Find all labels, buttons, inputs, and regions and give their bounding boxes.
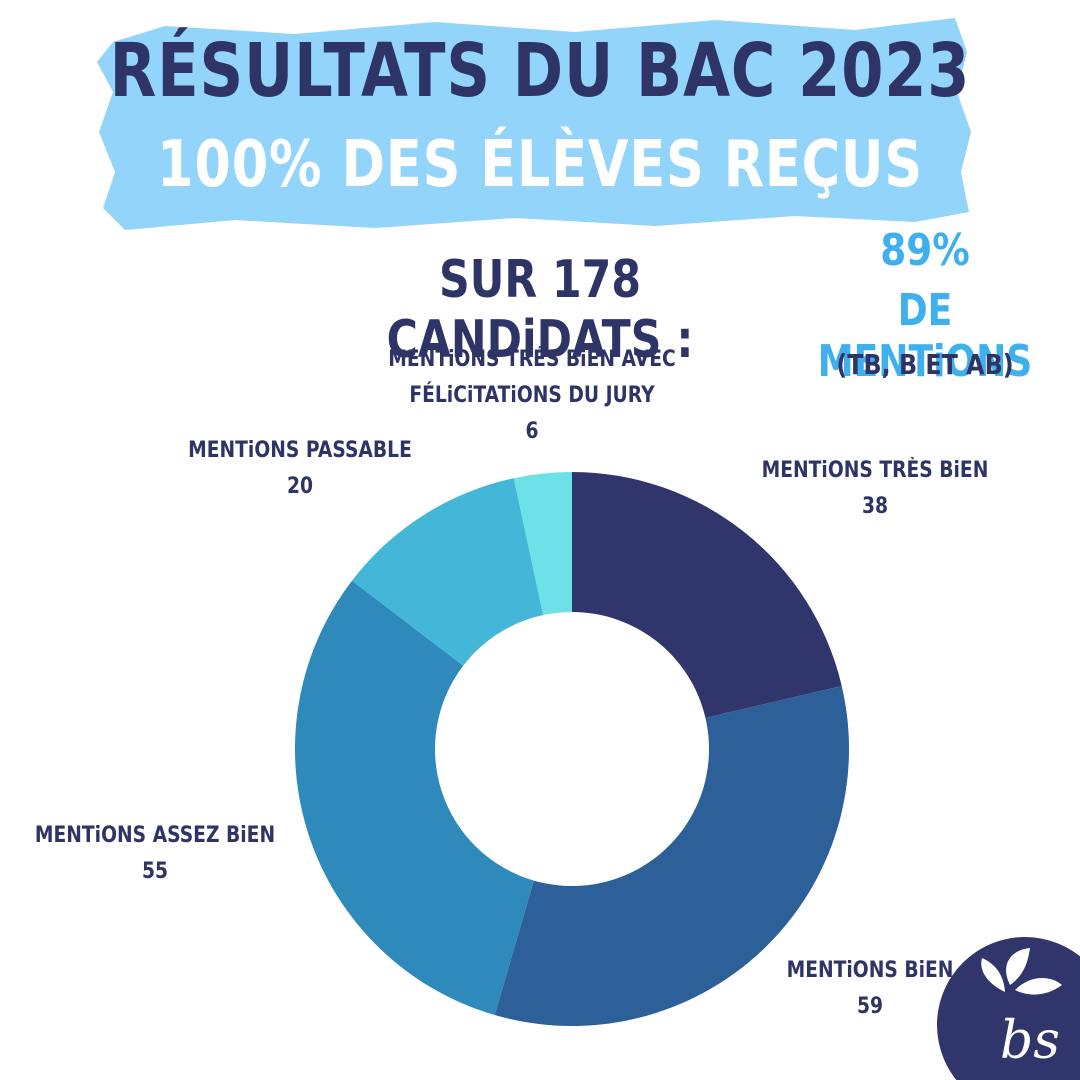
page-title: RÉSULTATS DU BAC 2023 (109, 28, 971, 114)
slice-label-text: MENTiONS BiEN (786, 958, 954, 983)
mentions-share-note: (TB, B ET AB) (836, 348, 1014, 381)
slice-label-text: MENTiONS ASSEZ BiEN (34, 823, 276, 848)
title-banner (97, 18, 971, 230)
page-subtitle: 100% DES ÉLÈVES REÇUS (157, 128, 923, 202)
slice-label-4: MENTiONS PASSABLE 20 (130, 433, 470, 505)
banner-shape (97, 18, 971, 230)
donut-slice-5 (513, 472, 572, 616)
slice-label-3: MENTiONS ASSEZ BiEN 55 (0, 818, 325, 890)
slice-label-text: FÉLiCiTATiONS DU JURY (409, 383, 655, 408)
mentions-share-value: 89% (880, 225, 970, 276)
donut-slice-4 (351, 478, 544, 666)
mentions-share-label: DE MENTiONS (817, 285, 1033, 387)
donut-slice-1 (572, 472, 842, 718)
slice-value: 59 (856, 994, 884, 1019)
slice-value: 55 (141, 859, 169, 884)
slice-label-text: MENTiONS TRÈS BiEN (761, 458, 989, 483)
slice-label-5: MENTiONS TRÉS BiEN AVEC FÉLiCiTATiONS DU … (362, 342, 702, 450)
slice-label-2: MENTiONS BiEN 59 (700, 953, 1040, 1025)
slice-value: 20 (286, 474, 314, 499)
slice-value: 38 (861, 494, 889, 519)
total-candidates-text: SUR 178 CANDiDATS : (386, 250, 694, 370)
slice-value: 6 (525, 419, 539, 444)
slice-label-text: MENTiONS PASSABLE (188, 438, 412, 463)
donut-slice-3 (295, 580, 534, 1016)
slice-label-1: MENTiONS TRÈS BiEN 38 (705, 453, 1045, 525)
donut-slice-2 (494, 686, 849, 1026)
slice-label-text: MENTiONS TRÉS BiEN AVEC (388, 347, 676, 372)
